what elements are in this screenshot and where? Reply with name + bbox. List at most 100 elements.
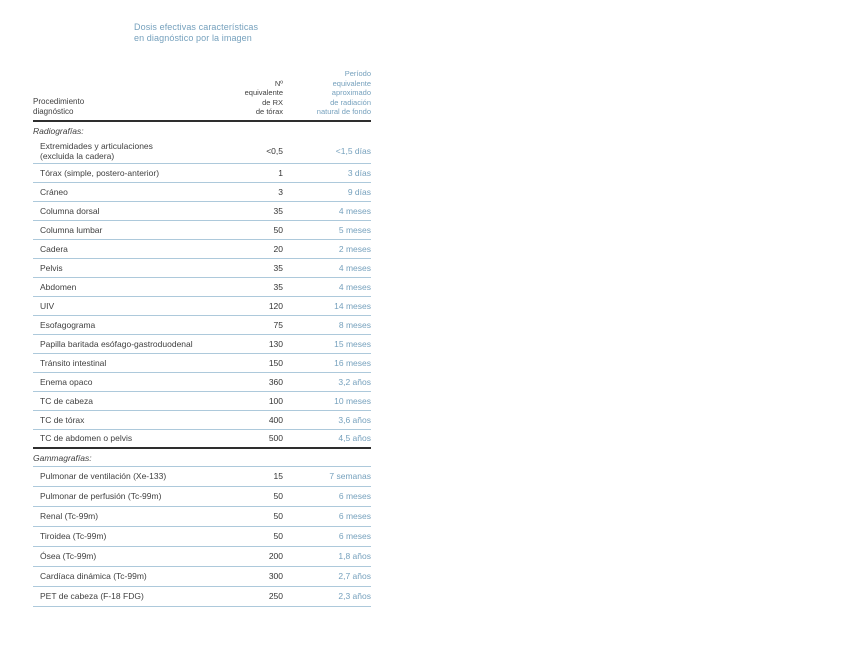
chest-xray-equivalent-cell: 20 xyxy=(273,243,283,254)
column-header-chest-xray-equivalent: Nº equivalente de RX de tórax xyxy=(244,78,283,117)
procedure-cell: Tránsito intestinal xyxy=(40,357,107,368)
table-row: Tórax (simple, postero-anterior) 1 3 día… xyxy=(33,164,371,183)
chest-xray-equivalent-cell: 500 xyxy=(268,433,283,443)
background-period-cell: 6 meses xyxy=(338,531,371,541)
procedure-cell: Pelvis xyxy=(40,262,63,273)
page-title: Dosis efectivas características en diagn… xyxy=(134,22,371,44)
procedure-cell: Renal (Tc-99m) xyxy=(40,511,99,521)
table-body: Radiografías: Extremidades y articulacio… xyxy=(33,122,371,607)
chest-xray-equivalent-cell: 120 xyxy=(268,300,283,311)
chest-xray-equivalent-cell: 250 xyxy=(268,591,283,601)
chest-xray-equivalent-cell: 400 xyxy=(268,414,283,425)
chest-xray-equivalent-cell: 35 xyxy=(273,281,283,292)
procedure-cell: Columna dorsal xyxy=(40,205,100,216)
background-period-cell: 2,7 años xyxy=(338,571,371,581)
page-title-line2: en diagnóstico por la imagen xyxy=(134,33,252,43)
table-row: Esofagograma 75 8 meses xyxy=(33,316,371,335)
section-rows: Extremidades y articulaciones (excluida … xyxy=(33,139,371,449)
chest-xray-equivalent-cell: 15 xyxy=(273,471,283,481)
background-period-cell: 5 meses xyxy=(338,224,371,235)
background-period-cell: 16 meses xyxy=(334,357,371,368)
chest-xray-equivalent-cell: 130 xyxy=(268,338,283,349)
table-row: Papilla baritada esófago-gastroduodenal … xyxy=(33,335,371,354)
background-period-cell: <1,5 días xyxy=(335,145,371,156)
chest-xray-equivalent-cell: 35 xyxy=(273,205,283,216)
background-period-cell: 9 días xyxy=(347,186,371,197)
table-row: Cardíaca dinámica (Tc-99m) 300 2,7 años xyxy=(33,567,371,587)
chest-xray-equivalent-cell: 100 xyxy=(268,395,283,406)
chest-xray-equivalent-cell: 300 xyxy=(268,571,283,581)
background-period-cell: 14 meses xyxy=(334,300,371,311)
background-period-cell: 15 meses xyxy=(334,338,371,349)
chest-xray-equivalent-cell: 360 xyxy=(268,376,283,387)
background-period-cell: 4 meses xyxy=(338,281,371,292)
chest-xray-equivalent-cell: <0,5 xyxy=(266,145,283,156)
background-period-cell: 3 días xyxy=(347,167,371,178)
procedure-cell: Abdomen xyxy=(40,281,77,292)
background-period-cell: 3,2 años xyxy=(338,376,371,387)
table-row: Extremidades y articulaciones (excluida … xyxy=(33,139,371,164)
column-header-procedure: Procedimiento diagnóstico xyxy=(33,96,85,116)
table-row: TC de abdomen o pelvis 500 4,5 años xyxy=(33,430,371,449)
procedure-cell: Columna lumbar xyxy=(40,224,103,235)
background-period-cell: 1,8 años xyxy=(338,551,371,561)
table-row: Columna lumbar 50 5 meses xyxy=(33,221,371,240)
chest-xray-equivalent-cell: 50 xyxy=(273,491,283,501)
procedure-cell: Tórax (simple, postero-anterior) xyxy=(40,167,160,178)
chest-xray-equivalent-cell: 3 xyxy=(278,186,283,197)
table-row: UIV 120 14 meses xyxy=(33,297,371,316)
table-row: Renal (Tc-99m) 50 6 meses xyxy=(33,507,371,527)
background-period-cell: 10 meses xyxy=(334,395,371,406)
section-label: Radiografías: xyxy=(33,125,84,136)
background-period-cell: 3,6 años xyxy=(338,414,371,425)
table-header-row: Procedimiento diagnóstico Nº equivalente… xyxy=(33,69,371,122)
table-row: Pelvis 35 4 meses xyxy=(33,259,371,278)
chest-xray-equivalent-cell: 1 xyxy=(278,167,283,178)
procedure-cell: Papilla baritada esófago-gastroduodenal xyxy=(40,338,193,349)
table-row: TC de cabeza 100 10 meses xyxy=(33,392,371,411)
background-period-cell: 6 meses xyxy=(338,511,371,521)
procedure-cell: Extremidades y articulaciones (excluida … xyxy=(40,140,153,161)
chest-xray-equivalent-cell: 200 xyxy=(268,551,283,561)
procedure-cell: Cráneo xyxy=(40,186,68,197)
procedure-cell: Esofagograma xyxy=(40,319,96,330)
procedure-cell: Cadera xyxy=(40,243,68,254)
procedure-cell: Pulmonar de ventilación (Xe-133) xyxy=(40,471,167,481)
page-title-line1: Dosis efectivas características xyxy=(134,22,259,32)
table-row: Tránsito intestinal 150 16 meses xyxy=(33,354,371,373)
chest-xray-equivalent-cell: 50 xyxy=(273,224,283,235)
procedure-cell: Enema opaco xyxy=(40,376,93,387)
procedure-cell: Ósea (Tc-99m) xyxy=(40,551,97,561)
table-row: Ósea (Tc-99m) 200 1,8 años xyxy=(33,547,371,567)
procedure-cell: Tiroidea (Tc-99m) xyxy=(40,531,107,541)
column-header-background-radiation-period: Período equivalente aproximado de radiac… xyxy=(316,69,371,116)
background-period-cell: 4 meses xyxy=(338,262,371,273)
background-period-cell: 6 meses xyxy=(338,491,371,501)
table-row: Pulmonar de ventilación (Xe-133) 15 7 se… xyxy=(33,467,371,487)
background-period-cell: 4,5 años xyxy=(338,433,371,443)
table-row: Cráneo 3 9 días xyxy=(33,183,371,202)
background-period-cell: 8 meses xyxy=(338,319,371,330)
table-row: Enema opaco 360 3,2 años xyxy=(33,373,371,392)
background-period-cell: 2 meses xyxy=(338,243,371,254)
section-label: Gammagrafías: xyxy=(33,449,371,467)
procedure-cell: Pulmonar de perfusión (Tc-99m) xyxy=(40,491,162,501)
chest-xray-equivalent-cell: 150 xyxy=(268,357,283,368)
table-row: Tiroidea (Tc-99m) 50 6 meses xyxy=(33,527,371,547)
background-period-cell: 4 meses xyxy=(338,205,371,216)
procedure-cell: PET de cabeza (F-18 FDG) xyxy=(40,591,144,601)
table-row: Abdomen 35 4 meses xyxy=(33,278,371,297)
table-row: Pulmonar de perfusión (Tc-99m) 50 6 mese… xyxy=(33,487,371,507)
table-section: Gammagrafías: Pulmonar de ventilación (X… xyxy=(33,449,371,607)
table-row: TC de tórax 400 3,6 años xyxy=(33,411,371,430)
table-section: Radiografías: Extremidades y articulacio… xyxy=(33,122,371,449)
chest-xray-equivalent-cell: 50 xyxy=(273,511,283,521)
section-rows: Pulmonar de ventilación (Xe-133) 15 7 se… xyxy=(33,467,371,607)
background-period-cell: 7 semanas xyxy=(329,471,371,481)
chest-xray-equivalent-cell: 75 xyxy=(273,319,283,330)
procedure-cell: TC de tórax xyxy=(40,414,85,425)
dose-table-document: Dosis efectivas características en diagn… xyxy=(33,22,371,607)
procedure-cell: TC de cabeza xyxy=(40,395,93,406)
chest-xray-equivalent-cell: 35 xyxy=(273,262,283,273)
background-period-cell: 2,3 años xyxy=(338,591,371,601)
